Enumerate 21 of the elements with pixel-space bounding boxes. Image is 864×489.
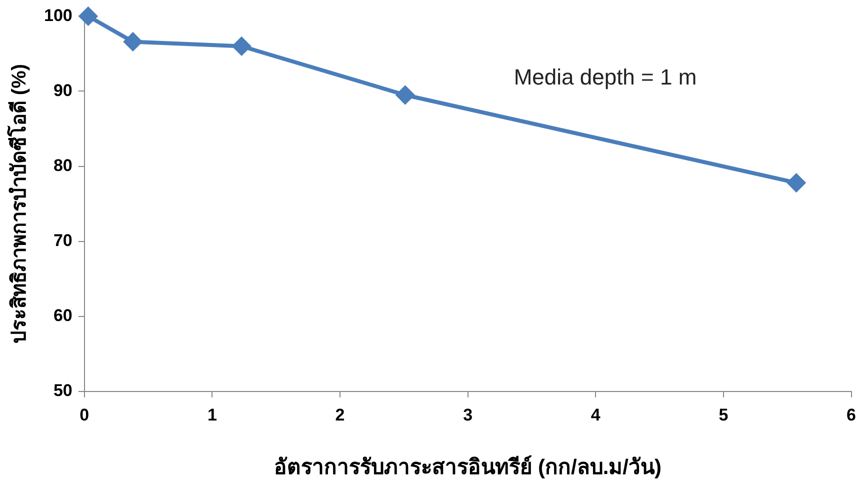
annotation: Media depth = 1 m <box>514 64 697 90</box>
point <box>79 7 98 26</box>
point <box>396 86 414 104</box>
x-tick-label: 4 <box>590 405 601 424</box>
y-tick-label: 50 <box>53 381 72 400</box>
x-tick-label: 6 <box>846 405 856 424</box>
x-tick-label: 3 <box>463 405 473 424</box>
y-axis-title: ประสิทธิภาพการบำบัดซีโอดี (%) <box>6 64 31 344</box>
x-tick-label: 0 <box>80 405 90 424</box>
y-tick-label: 80 <box>53 156 72 175</box>
point <box>232 37 251 56</box>
x-axis-title: อัตราการรับภาระสารอินทรีย์ (กก/ลบ.ม/วัน) <box>274 455 662 480</box>
point <box>787 174 806 192</box>
point <box>124 32 142 51</box>
x-tick-label: 5 <box>718 405 728 424</box>
y-tick-label: 100 <box>44 6 72 25</box>
y-tick-label: 90 <box>53 80 72 100</box>
y-tick-label: 60 <box>53 306 72 326</box>
x-tick-label: 1 <box>207 405 217 424</box>
x-tick-label: 2 <box>335 405 345 424</box>
y-tick-label: 70 <box>53 231 72 250</box>
